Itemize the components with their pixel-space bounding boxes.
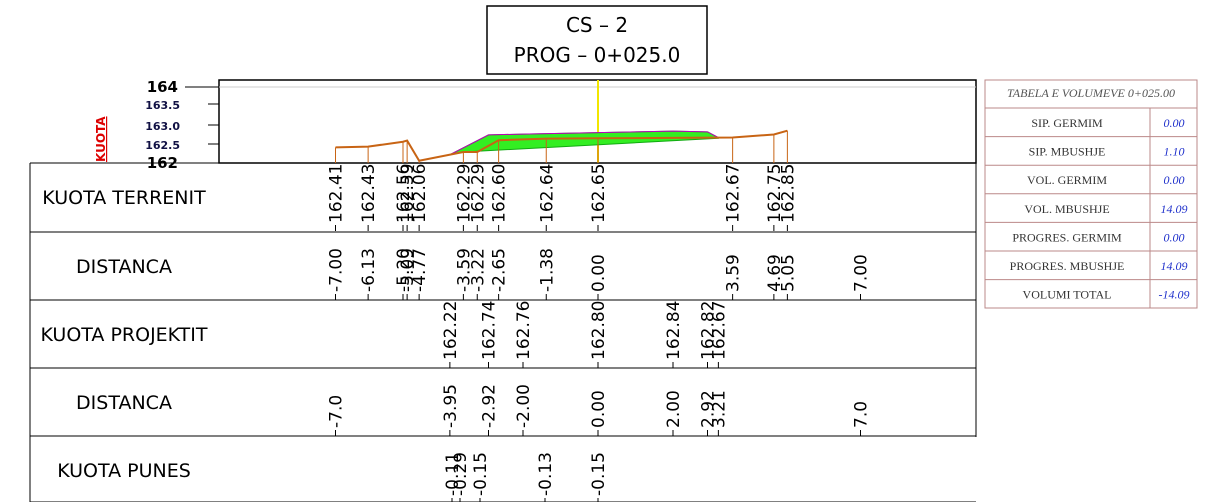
table-value: 0.00: [1164, 230, 1185, 244]
cell-value: 162.67: [709, 301, 729, 360]
cell-value: -0.15: [589, 452, 609, 496]
cell-value: -3.59: [454, 248, 474, 292]
table-label: VOL. MBUSHJE: [1024, 202, 1109, 216]
cell-value: -0.15: [471, 452, 491, 496]
cell-value: 162.60: [490, 164, 510, 223]
axis-tick-label: 164: [147, 78, 178, 96]
table-label: PROGRES. MBUSHJE: [1010, 259, 1125, 273]
cell-value: -0.11: [443, 452, 463, 496]
cell-value: -6.13: [359, 248, 379, 292]
table-value: 0.00: [1164, 173, 1185, 187]
table-label: PROGRES. GERMIM: [1012, 230, 1122, 244]
project-line: [449, 130, 719, 156]
row-label: KUOTA PROJEKTIT: [40, 324, 207, 346]
cell-value: 7.0: [852, 401, 872, 428]
cell-value: 162.43: [359, 164, 379, 223]
axis-label: KUOTA: [94, 116, 108, 162]
cell-value: -1.38: [537, 248, 557, 292]
cell-value: 162.80: [589, 301, 609, 360]
axis-tick-label: 163.0: [145, 120, 180, 133]
row-label: DISTANCA: [76, 392, 172, 414]
table-title: TABELA E VOLUMEVE 0+025.00: [1007, 86, 1175, 100]
cell-value: -7.0: [327, 395, 347, 428]
cell-value: -3.22: [468, 248, 488, 292]
title-line: PROG – 0+025.0: [514, 43, 681, 67]
cell-value: 162.75: [765, 164, 785, 223]
cell-value: 3.59: [724, 254, 744, 292]
cell-value: 162.29: [468, 164, 488, 223]
table-value: 14.09: [1161, 202, 1188, 216]
cell-value: 162.29: [454, 164, 474, 223]
cell-value: 2.92: [699, 390, 719, 428]
cell-value: 162.76: [514, 301, 534, 360]
cell-value: -2.92: [480, 384, 500, 428]
cell-value: 0.00: [589, 390, 609, 428]
cell-value: 162.41: [327, 164, 347, 223]
cell-value: 5.05: [778, 254, 798, 292]
row-label: KUOTA TERRENIT: [42, 187, 206, 209]
cell-value: -5.20: [394, 248, 414, 292]
cell-value: -0.13: [536, 452, 556, 496]
table-label: SIP. GERMIM: [1031, 116, 1103, 130]
cell-value: 0.00: [589, 254, 609, 292]
cell-value: 162.85: [778, 164, 798, 223]
cell-value: -4.77: [410, 248, 430, 292]
cell-value: 162.59: [398, 164, 418, 223]
cell-value: -2.00: [514, 384, 534, 428]
row-label: KUOTA PUNES: [57, 460, 191, 482]
cell-value: 162.06: [410, 164, 430, 223]
cell-value: -2.65: [490, 248, 510, 292]
title-line: CS – 2: [566, 13, 628, 37]
table-value: 0.00: [1164, 116, 1185, 130]
table-label: SIP. MBUSHJE: [1029, 145, 1106, 159]
cell-value: 162.82: [699, 301, 719, 360]
cell-value: 3.21: [709, 390, 729, 428]
cell-value: -7.00: [327, 248, 347, 292]
table-label: VOL. GERMIM: [1027, 173, 1107, 187]
cell-value: 162.64: [537, 164, 557, 223]
cell-value: 7.00: [852, 254, 872, 292]
cell-value: 2.00: [664, 390, 684, 428]
table-value: 14.09: [1161, 259, 1188, 273]
cell-value: 162.74: [480, 301, 500, 360]
cell-value: -0.29: [451, 452, 471, 496]
title-box: [486, 5, 708, 75]
table-value: 1.10: [1164, 145, 1185, 159]
cell-value: 162.67: [724, 164, 744, 223]
axis-tick-label: 162.5: [145, 139, 180, 152]
axis-tick-label: 163.5: [145, 99, 180, 112]
cell-value: 162.84: [664, 301, 684, 360]
table-label: VOLUMI TOTAL: [1023, 288, 1112, 302]
cell-value: -5.09: [398, 248, 418, 292]
cell-value: 162.22: [441, 301, 461, 360]
cell-value: -3.95: [441, 384, 461, 428]
row-label: DISTANCA: [76, 256, 172, 278]
cell-value: 162.65: [589, 164, 609, 223]
cell-value: 4.69: [765, 254, 785, 292]
cell-value: 162.56: [394, 164, 414, 223]
table-value: -14.09: [1159, 288, 1190, 302]
